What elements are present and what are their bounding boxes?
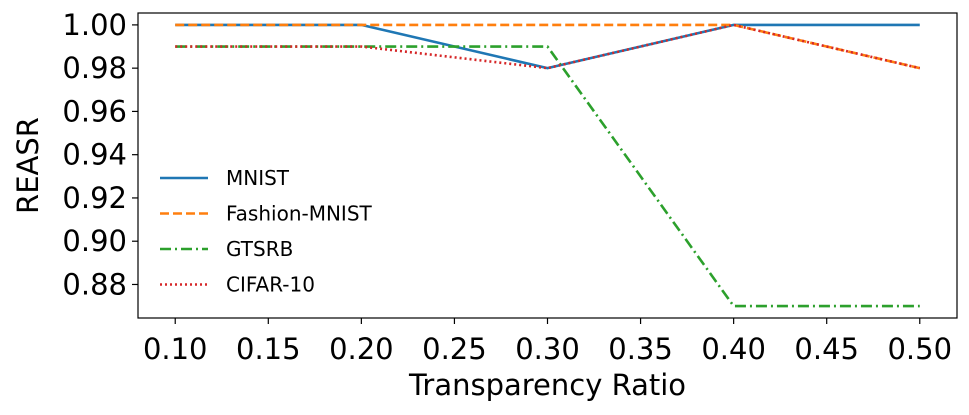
- x-tick-label: 0.15: [236, 332, 301, 366]
- y-tick-label: 1.00: [62, 8, 127, 42]
- x-tick-label: 0.40: [701, 332, 766, 366]
- x-tick-label: 0.30: [515, 332, 580, 366]
- x-axis-ticks: 0.10 0.15 0.20 0.25 0.30 0.35 0.40 0.45 0.50: [143, 318, 952, 366]
- legend-label-fashion-mnist: Fashion-MNIST: [226, 202, 373, 226]
- series-lines: [175, 23, 921, 308]
- y-tick-label: 0.92: [62, 181, 127, 215]
- x-tick-label: 0.35: [608, 332, 673, 366]
- legend-label-mnist: MNIST: [226, 166, 290, 190]
- x-tick-label: 0.50: [887, 332, 952, 366]
- y-tick-label: 0.98: [62, 51, 127, 85]
- y-tick-label: 0.94: [62, 138, 127, 172]
- series-line-gtsrb: [175, 45, 920, 308]
- y-tick-label: 0.88: [62, 267, 127, 301]
- y-axis-ticks: 0.88 0.90 0.92 0.94 0.96 0.98 1.00: [62, 8, 138, 301]
- x-tick-label: 0.10: [143, 332, 208, 366]
- y-tick-label: 0.96: [62, 94, 127, 128]
- legend: MNIST Fashion-MNIST GTSRB CIFAR-10: [160, 166, 373, 297]
- legend-label-gtsrb: GTSRB: [226, 237, 293, 261]
- x-axis-label: Transparency Ratio: [408, 368, 686, 402]
- series-line-fashion-mnist: [175, 23, 921, 70]
- y-tick-label: 0.90: [62, 224, 127, 258]
- x-tick-label: 0.25: [422, 332, 487, 366]
- legend-label-cifar-10: CIFAR-10: [226, 273, 315, 297]
- y-axis-label: REASR: [11, 117, 45, 214]
- x-tick-label: 0.20: [329, 332, 394, 366]
- x-tick-label: 0.45: [794, 332, 859, 366]
